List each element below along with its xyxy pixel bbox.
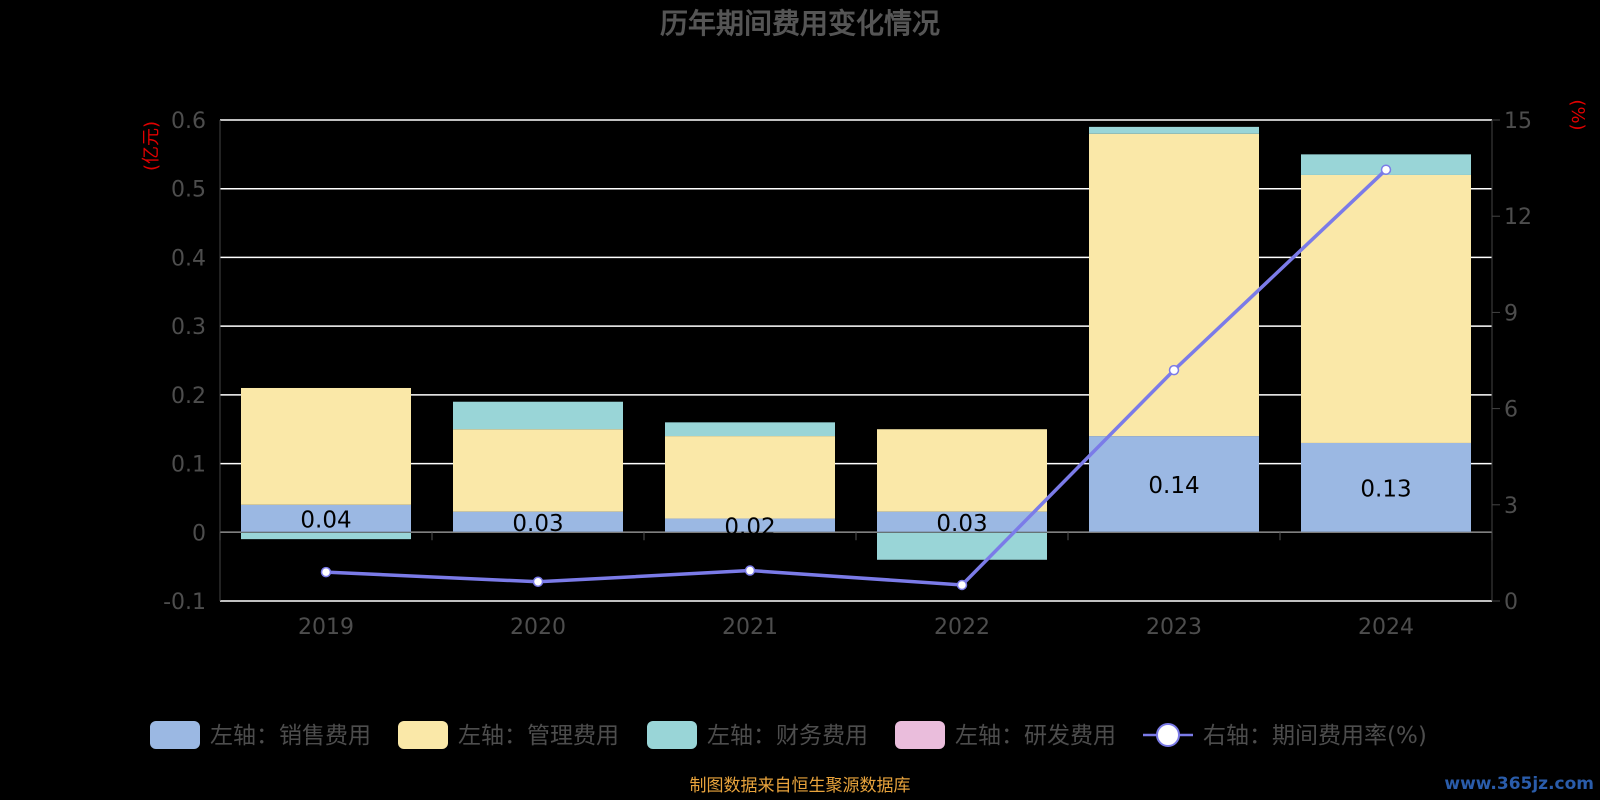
- bar-segment: [877, 429, 1047, 512]
- x-tick-label: 2024: [1358, 615, 1414, 640]
- bar-segment: [241, 504, 411, 533]
- bar-segment: [877, 511, 1047, 533]
- left-tick-label: 0: [192, 521, 206, 546]
- x-tick-label: 2020: [510, 615, 566, 640]
- left-tick-label: 0.3: [171, 315, 206, 340]
- axes: -0.1 0 0.1 0.2 0.3 0.4 0.5 0.6 0 3 6 9 12 15 2019 2020 2…: [163, 109, 1532, 640]
- rate-point: [956, 579, 968, 591]
- bar-data-label: 0.03: [936, 511, 987, 537]
- right-tick-label: 6: [1504, 398, 1518, 423]
- rate-point: [1380, 164, 1392, 175]
- bar-segment: [1089, 126, 1259, 134]
- x-tick-label: 2022: [934, 615, 990, 640]
- left-tick-label: 0.5: [171, 178, 206, 203]
- rate-line: [325, 168, 1388, 587]
- bar-data-label: 0.13: [1360, 477, 1411, 503]
- data-labels: 0.04 0.03 0.02 0.03 0.14 0.13: [300, 473, 1411, 540]
- left-tick-label: -0.1: [163, 590, 206, 615]
- rate-point: [744, 565, 756, 576]
- rate-point: [532, 576, 544, 588]
- legend-swatch: [398, 721, 448, 749]
- left-tick-label: 0.1: [171, 453, 206, 478]
- legend-label: 左轴：管理费用: [458, 723, 619, 749]
- right-tick-label: 3: [1504, 494, 1518, 519]
- right-axis-unit: (%): [1567, 99, 1588, 130]
- legend-swatch: [150, 721, 200, 749]
- bar-segment: [241, 387, 411, 505]
- bar-data-label: 0.04: [300, 508, 351, 534]
- right-tick-label: 15: [1504, 109, 1532, 134]
- rate-point: [320, 566, 332, 578]
- legend-label: 左轴：销售费用: [210, 723, 371, 749]
- bar-segment: [1301, 442, 1471, 533]
- bar-segment: [453, 511, 623, 533]
- bar-data-label: 0.14: [1148, 473, 1199, 499]
- bar-segment: [665, 422, 835, 437]
- right-tick-label: 12: [1504, 205, 1532, 230]
- legend-swatch: [895, 721, 945, 749]
- bar-segment: [453, 401, 623, 430]
- x-tick-label: 2021: [722, 615, 778, 640]
- bar-data-label: 0.03: [512, 511, 563, 537]
- bar-segment: [241, 532, 411, 540]
- bar-segment: [1089, 436, 1259, 533]
- legend-swatch: [647, 721, 697, 749]
- right-tick-label: 0: [1504, 590, 1518, 615]
- watermark: www.365jz.com: [1444, 774, 1594, 794]
- x-tick-label: 2019: [298, 615, 354, 640]
- rate-line-series: [320, 164, 1392, 591]
- legend-label: 左轴：研发费用: [955, 723, 1116, 749]
- legend-label: 左轴：财务费用: [707, 723, 868, 749]
- data-source-note: 制图数据来自恒生聚源数据库: [690, 776, 911, 796]
- left-axis-unit: (亿元): [141, 121, 162, 171]
- bar-segment: [665, 436, 835, 519]
- bar-segment: [1089, 133, 1259, 437]
- bar-series: [241, 126, 1471, 560]
- bar-segment: [453, 429, 623, 512]
- bar-segment: [665, 518, 835, 533]
- chart-title: 历年期间费用变化情况: [660, 7, 940, 40]
- legend: 左轴：销售费用 左轴：管理费用 左轴：财务费用 左轴：研发费用 右轴：期间费用率(%): [150, 721, 1427, 749]
- right-tick-label: 9: [1504, 301, 1518, 326]
- legend-line-marker: [1156, 723, 1180, 747]
- bar-data-label: 0.02: [724, 514, 775, 540]
- rate-point: [1168, 364, 1180, 376]
- bar-segment: [1301, 174, 1471, 443]
- bar-segment: [877, 532, 1047, 560]
- left-tick-label: 0.4: [171, 246, 206, 271]
- legend-label: 右轴：期间费用率(%): [1203, 723, 1427, 749]
- left-tick-label: 0.6: [171, 109, 206, 134]
- x-tick-label: 2023: [1146, 615, 1202, 640]
- left-tick-label: 0.2: [171, 384, 206, 409]
